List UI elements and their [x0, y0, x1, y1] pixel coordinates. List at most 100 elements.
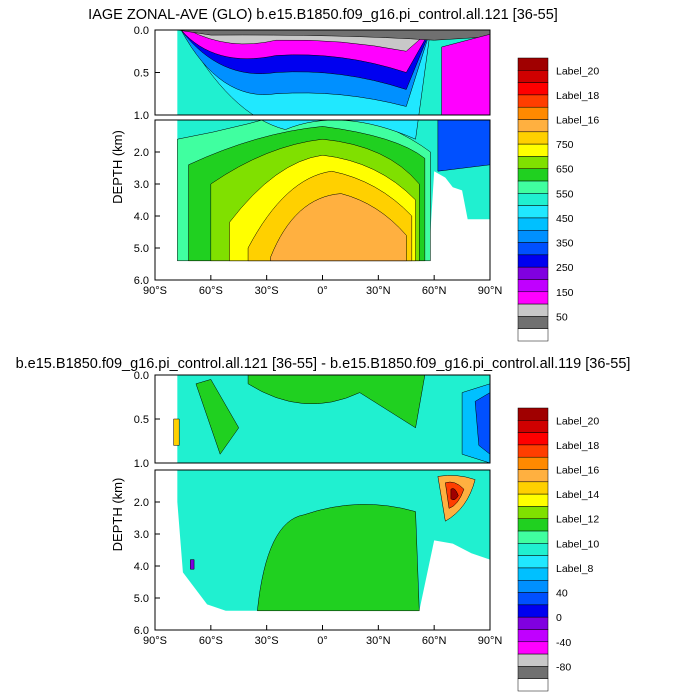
colorbar-swatch: [517, 616, 549, 630]
colorbar-swatch: [517, 493, 549, 507]
colorbar-label: 150: [556, 287, 574, 299]
colorbar-swatch: [517, 156, 549, 169]
colorbar-label: Label_10: [556, 538, 599, 550]
y-tick-label: 1.0: [134, 458, 149, 470]
colorbar-swatch: [517, 530, 549, 544]
colorbar-label: 50: [556, 311, 568, 323]
y-tick-label: 2.0: [134, 147, 149, 159]
panel-bottom: b.e15.B1850.f09_g16.pi_control.all.121 […: [16, 356, 631, 692]
y-tick-label: 0.5: [134, 68, 149, 80]
colorbar-swatch: [517, 316, 549, 329]
colorbar-swatch: [517, 653, 549, 667]
x-tick-label: 0°: [317, 285, 328, 297]
panel-title: b.e15.B1850.f09_g16.pi_control.all.121 […: [16, 356, 631, 372]
field-region: [247, 375, 426, 429]
colorbar-label: Label_16: [556, 465, 599, 477]
colorbar-swatch: [517, 106, 549, 120]
colorbar: Label_20 Label_18 Label_16 Label_14 Label_12…: [517, 407, 599, 692]
colorbar-swatch: [517, 444, 549, 458]
y-tick-label: 0.0: [134, 25, 149, 37]
colorbar-swatch: [517, 193, 549, 206]
colorbar-swatch: [517, 567, 549, 581]
y-tick-label: 5.0: [134, 243, 149, 255]
x-tick-label: 30°S: [255, 635, 279, 647]
colorbar-swatch: [517, 481, 549, 495]
colorbar-label: 550: [556, 188, 574, 200]
colorbar-label: Label_12: [556, 514, 599, 526]
colorbar-label: 0: [556, 612, 562, 624]
colorbar-swatch: [517, 230, 549, 243]
y-tick-label: 0.5: [134, 414, 149, 426]
field-region: [190, 559, 195, 570]
colorbar-swatch: [517, 266, 549, 280]
colorbar-swatch: [517, 217, 549, 231]
y-tick-label: 4.0: [134, 211, 149, 223]
y-tick-label: 0.0: [134, 370, 149, 382]
colorbar-label: Label_20: [556, 65, 599, 77]
x-tick-label: 60°N: [422, 635, 447, 647]
colorbar-swatch: [517, 604, 549, 618]
plot-area: 0.0 0.5 1.0 2.0 3.0 4.0 5.0 6.0 DEPTH (km) 90°S 60…: [110, 370, 502, 647]
x-tick-label: 60°N: [422, 285, 447, 297]
y-tick-label: 6.0: [134, 275, 149, 287]
plot-area: 0.0 0.5 1.0 2.0 3.0 4.0 5.0 6.0 DEPTH (km) 90°S 60…: [110, 25, 502, 297]
colorbar-swatch: [517, 518, 549, 532]
colorbar-swatch: [517, 70, 549, 83]
colorbar-swatch: [517, 543, 549, 556]
y-tick-label: 2.0: [134, 497, 149, 509]
colorbar-label: Label_16: [556, 115, 599, 127]
field-region: [270, 193, 407, 262]
field-region: [195, 379, 240, 455]
colorbar-label: Label_14: [556, 489, 599, 501]
colorbar-swatch: [517, 254, 549, 268]
x-tick-label: 90°S: [143, 285, 167, 297]
colorbar-label: 750: [556, 139, 574, 151]
field-region: [177, 30, 490, 41]
colorbar-label: Label_8: [556, 563, 594, 575]
colorbar-label: Label_18: [556, 90, 599, 102]
x-tick-label: 0°: [317, 635, 328, 647]
colorbar-swatch: [517, 94, 549, 108]
colorbar-label: 650: [556, 164, 574, 176]
colorbar-label: 40: [556, 588, 568, 600]
colorbar-swatch: [517, 82, 549, 96]
colorbar-swatch: [517, 592, 549, 606]
colorbar-swatch: [517, 555, 549, 569]
y-tick-label: 3.0: [134, 179, 149, 191]
field-region: [441, 33, 490, 116]
y-axis-label: DEPTH (km): [110, 478, 125, 552]
field-shading: [173, 375, 490, 612]
colorbar-swatch: [517, 456, 549, 470]
colorbar-swatch: [517, 506, 549, 519]
colorbar-label: 450: [556, 213, 574, 225]
x-tick-label: 90°S: [143, 635, 167, 647]
field-region: [173, 418, 180, 446]
y-tick-label: 6.0: [134, 625, 149, 637]
field-shading: [177, 30, 490, 262]
field-region: [257, 504, 420, 612]
y-tick-label: 5.0: [134, 593, 149, 605]
field-region: [474, 392, 490, 455]
x-tick-label: 60°S: [199, 285, 223, 297]
colorbar-swatch: [517, 119, 549, 133]
colorbar-swatch: [517, 407, 549, 421]
colorbar-swatch: [517, 242, 549, 256]
y-tick-label: 1.0: [134, 110, 149, 122]
colorbar: Label_20 Label_18 Label_16 750 650 550 450 350 2…: [517, 57, 599, 342]
x-tick-label: 90°N: [478, 285, 503, 297]
colorbar-label: Label_20: [556, 415, 599, 427]
colorbar-swatch: [517, 168, 549, 182]
panel-title: IAGE ZONAL-AVE (GLO) b.e15.B1850.f09_g16…: [88, 7, 558, 23]
colorbar-swatch: [517, 303, 549, 317]
colorbar-label: Label_18: [556, 440, 599, 452]
colorbar-swatch: [517, 57, 549, 71]
y-tick-label: 4.0: [134, 561, 149, 573]
field-region: [437, 119, 490, 172]
x-tick-label: 30°N: [366, 285, 391, 297]
colorbar-swatch: [517, 432, 549, 446]
colorbar-swatch: [517, 678, 549, 692]
panel-top: IAGE ZONAL-AVE (GLO) b.e15.B1850.f09_g16…: [88, 7, 599, 342]
colorbar-swatch: [517, 279, 549, 293]
colorbar-label: -40: [556, 637, 571, 649]
